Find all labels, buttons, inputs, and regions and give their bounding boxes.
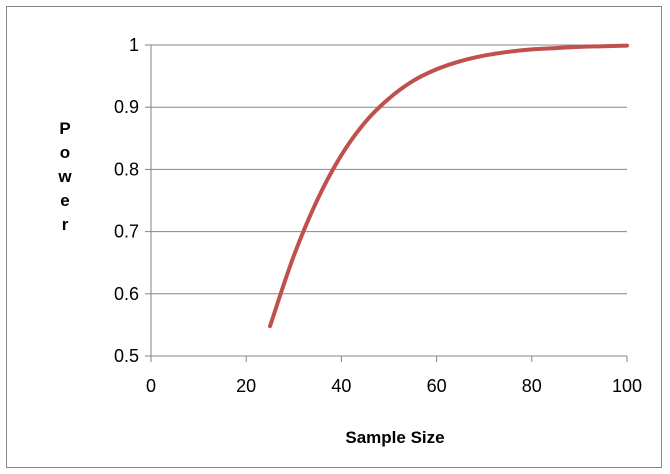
chart-area: 0 20 40 60 80 100 0.5 0.6 0.7 0.8 0.9 1 Sample Siz… (6, 6, 662, 468)
x-tick-label-5: 100 (612, 376, 642, 396)
y-tick-label-2: 0.7 (114, 222, 139, 242)
power-curve-chart: 0 20 40 60 80 100 0.5 0.6 0.7 0.8 0.9 1 Sample Siz… (57, 35, 642, 447)
x-tick-label-3: 60 (427, 376, 447, 396)
y-tick-labels: 0.5 0.6 0.7 0.8 0.9 1 (114, 35, 139, 366)
y-tick-label-5: 1 (129, 35, 139, 55)
y-axis-title-letter-4: r (62, 215, 69, 234)
y-axis-title-letter-3: e (60, 191, 69, 210)
series-line-0 (268, 43, 629, 329)
x-tick-label-0: 0 (146, 376, 156, 396)
x-axis-title: Sample Size (345, 428, 444, 447)
y-tick-label-3: 0.8 (114, 159, 139, 179)
x-tick-labels: 0 20 40 60 80 100 (146, 376, 642, 396)
y-tick-label-1: 0.6 (114, 284, 139, 304)
x-tick-label-2: 40 (331, 376, 351, 396)
x-tick-label-1: 20 (236, 376, 256, 396)
axes (145, 44, 628, 362)
y-axis-title-letter-2: w (57, 167, 72, 186)
y-tick-label-0: 0.5 (114, 346, 139, 366)
y-tick-label-4: 0.9 (114, 97, 139, 117)
series (268, 43, 629, 329)
gridlines (151, 44, 627, 295)
y-axis-title-letter-1: o (60, 143, 70, 162)
x-tick-label-4: 80 (522, 376, 542, 396)
y-axis-title-letter-0: P (59, 119, 70, 138)
